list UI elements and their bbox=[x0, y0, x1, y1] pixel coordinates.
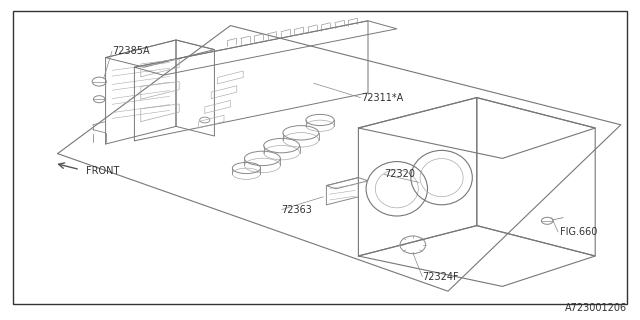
Text: FIG.660: FIG.660 bbox=[560, 227, 597, 237]
Text: 72385A: 72385A bbox=[112, 46, 150, 56]
FancyBboxPatch shape bbox=[13, 11, 627, 304]
Text: 72320: 72320 bbox=[384, 169, 415, 180]
Text: 72363: 72363 bbox=[282, 204, 312, 215]
Text: A723001206: A723001206 bbox=[565, 303, 627, 313]
Text: FRONT: FRONT bbox=[86, 166, 120, 176]
Text: 72311*A: 72311*A bbox=[362, 92, 404, 103]
Text: 72324F: 72324F bbox=[422, 272, 459, 282]
